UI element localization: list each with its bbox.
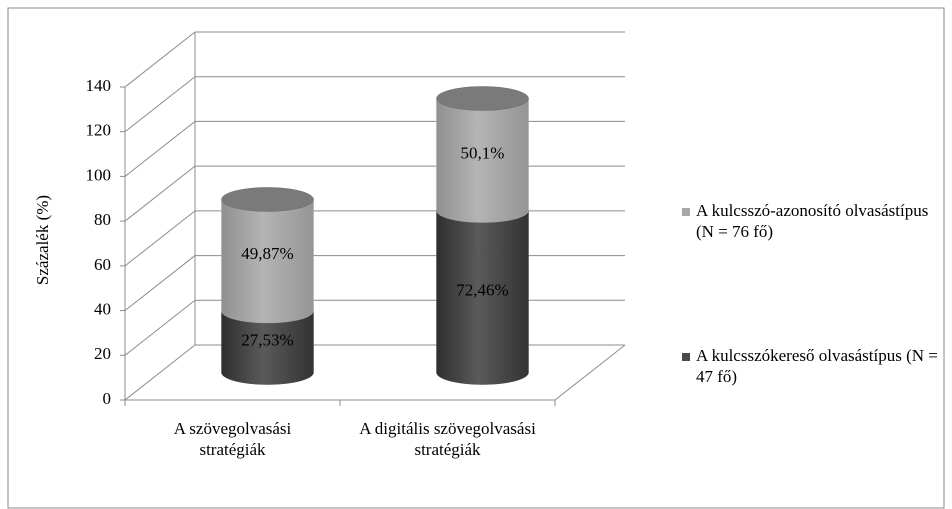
x-tick-label: A szövegolvasási stratégiák <box>173 419 292 459</box>
data-label: 27,53% <box>241 331 293 350</box>
data-label: 72,46% <box>456 280 508 299</box>
grid-line <box>124 255 196 311</box>
bar-segment <box>221 199 314 324</box>
y-tick-label: 80 <box>94 210 111 229</box>
y-tick-label: 100 <box>86 165 112 184</box>
frame <box>7 7 945 509</box>
grid-line <box>124 31 196 88</box>
bar-segment <box>436 210 529 385</box>
legend-label: A kulcsszó-azonosító olvasástípus (N = 7… <box>696 201 929 241</box>
grid-line <box>124 165 196 222</box>
y-tick-label: 20 <box>94 344 111 363</box>
x-tick-label: A digitális szövegolvasási stratégiák <box>359 419 536 459</box>
y-axis-label: Százalék (%) <box>33 195 52 285</box>
y-tick-label: 0 <box>103 389 112 408</box>
bar-cap <box>221 187 314 212</box>
data-label: 49,87% <box>241 244 293 263</box>
bar-cap <box>436 86 529 111</box>
grid-line <box>124 76 196 133</box>
legend-swatch <box>682 208 690 216</box>
grid-line <box>124 344 196 401</box>
bar-segment <box>436 98 529 223</box>
floor-edge <box>554 344 626 401</box>
y-tick-label: 60 <box>94 255 111 274</box>
grid-line <box>124 121 196 177</box>
y-tick-label: 40 <box>94 299 111 318</box>
legend-label: A kulcsszókereső olvasástípus (N = 47 fő… <box>696 346 938 386</box>
data-label: 50,1% <box>461 143 505 162</box>
y-tick-label: 120 <box>86 121 112 140</box>
grid-line <box>124 299 196 356</box>
grid-line <box>124 210 196 267</box>
y-tick-label: 140 <box>86 76 112 95</box>
bar-segment <box>221 310 314 385</box>
legend-swatch <box>682 353 690 361</box>
